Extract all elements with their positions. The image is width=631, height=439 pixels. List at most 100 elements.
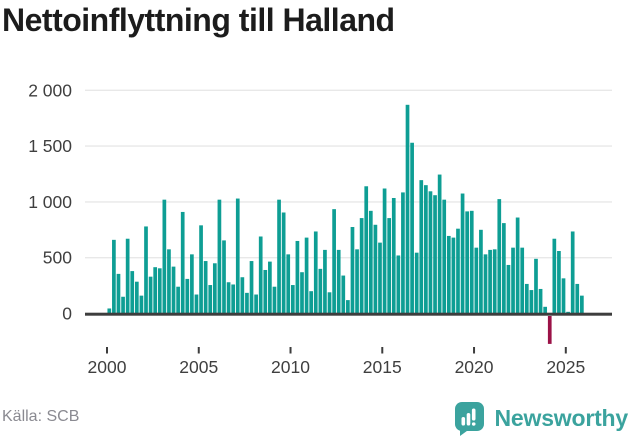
bar-2013-Q4 bbox=[359, 218, 364, 314]
bar-2007-Q2 bbox=[240, 277, 245, 314]
bar-2024-Q2 bbox=[552, 238, 557, 314]
y-tick-label: 1 500 bbox=[28, 136, 72, 156]
bar-2012-Q1 bbox=[327, 292, 332, 314]
bar-2001-Q3 bbox=[134, 281, 139, 314]
bar-2016-Q2 bbox=[405, 104, 410, 314]
bar-2014-Q2 bbox=[368, 210, 373, 314]
bar-2024-Q1 bbox=[547, 316, 552, 344]
bar-2000-Q4 bbox=[121, 296, 125, 314]
bar-2020-Q3 bbox=[483, 254, 488, 314]
y-tick-label: 0 bbox=[62, 304, 72, 324]
bar-2016-Q4 bbox=[414, 252, 419, 314]
bar-2006-Q4 bbox=[231, 284, 236, 314]
bar-2000-Q3 bbox=[116, 273, 121, 314]
bar-2017-Q2 bbox=[424, 185, 428, 314]
bar-2010-Q4 bbox=[304, 237, 309, 314]
bar-2019-Q4 bbox=[469, 210, 474, 314]
bar-2022-Q3 bbox=[520, 247, 525, 314]
bar-2001-Q2 bbox=[130, 271, 135, 314]
bar-2005-Q4 bbox=[212, 263, 217, 314]
bar-2002-Q1 bbox=[144, 226, 148, 314]
bar-2021-Q2 bbox=[497, 199, 502, 314]
bar-2001-Q1 bbox=[125, 238, 130, 314]
bar-2017-Q4 bbox=[433, 195, 437, 314]
bar-2023-Q4 bbox=[543, 306, 548, 314]
bar-2022-Q1 bbox=[511, 247, 515, 314]
chart-title: Nettoinflyttning till Halland bbox=[2, 2, 395, 38]
x-tick-label: 2000 bbox=[88, 357, 127, 377]
x-tick-label: 2025 bbox=[546, 357, 585, 377]
bar-2019-Q1 bbox=[456, 228, 460, 314]
bar-2012-Q2 bbox=[332, 209, 336, 314]
bar-2025-Q4 bbox=[580, 295, 584, 314]
bar-2025-Q2 bbox=[570, 231, 575, 314]
bar-2009-Q2 bbox=[277, 199, 281, 314]
bar-2024-Q3 bbox=[557, 251, 561, 314]
bar-2003-Q3 bbox=[171, 266, 176, 314]
bar-2025-Q1 bbox=[566, 311, 570, 314]
bar-2009-Q4 bbox=[286, 254, 291, 314]
x-tick-label: 2005 bbox=[179, 357, 218, 377]
bar-2020-Q4 bbox=[488, 249, 492, 314]
bar-2016-Q1 bbox=[401, 192, 405, 314]
bar-2015-Q3 bbox=[391, 197, 396, 314]
bar-2004-Q3 bbox=[190, 254, 194, 314]
bar-2008-Q1 bbox=[254, 294, 258, 314]
bar-2018-Q4 bbox=[451, 237, 456, 314]
bar-2006-Q1 bbox=[217, 199, 222, 314]
bar-2004-Q2 bbox=[185, 278, 190, 314]
x-tick-label: 2010 bbox=[271, 357, 310, 377]
bar-2003-Q1 bbox=[162, 199, 167, 314]
newsworthy-logo: Newsworthy bbox=[452, 400, 628, 436]
bar-2006-Q2 bbox=[222, 240, 226, 314]
bar-2011-Q4 bbox=[323, 249, 327, 314]
bar-2007-Q1 bbox=[235, 198, 240, 314]
y-tick-label: 500 bbox=[43, 248, 72, 268]
newsworthy-speech-bubble-bar-chart-icon bbox=[454, 402, 484, 436]
y-tick-label: 2 000 bbox=[28, 80, 72, 100]
bar-2021-Q1 bbox=[492, 249, 497, 314]
bar-2011-Q2 bbox=[313, 231, 318, 314]
bar-2015-Q1 bbox=[382, 188, 387, 314]
bar-2003-Q4 bbox=[176, 286, 180, 314]
y-tick-label: 1 000 bbox=[28, 192, 72, 212]
bar-2014-Q1 bbox=[364, 186, 369, 314]
bar-2021-Q4 bbox=[506, 264, 511, 314]
bar-2008-Q3 bbox=[263, 269, 268, 314]
bar-2013-Q3 bbox=[355, 249, 359, 314]
x-axis-line bbox=[85, 312, 612, 316]
bar-2008-Q4 bbox=[268, 261, 272, 314]
bar-2020-Q2 bbox=[479, 229, 483, 314]
bar-2015-Q2 bbox=[387, 218, 392, 314]
bar-2024-Q4 bbox=[561, 278, 566, 314]
bar-2007-Q3 bbox=[245, 292, 249, 314]
source-caption: Källa: SCB bbox=[2, 408, 80, 425]
bar-2002-Q3 bbox=[153, 267, 158, 314]
bar-2016-Q3 bbox=[410, 142, 414, 314]
bar-2023-Q3 bbox=[538, 288, 543, 314]
bar-2023-Q1 bbox=[529, 290, 534, 314]
bar-2005-Q3 bbox=[208, 285, 213, 314]
bar-2014-Q4 bbox=[378, 242, 382, 314]
bar-2018-Q3 bbox=[446, 235, 451, 314]
bar-2010-Q3 bbox=[300, 272, 304, 314]
bar-2021-Q3 bbox=[502, 223, 506, 314]
bar-2002-Q4 bbox=[157, 268, 162, 314]
bar-2014-Q3 bbox=[373, 224, 378, 314]
bar-2011-Q3 bbox=[318, 268, 323, 314]
bar-2019-Q2 bbox=[460, 193, 465, 314]
bar-2005-Q2 bbox=[203, 261, 208, 314]
x-tick-label: 2020 bbox=[455, 357, 494, 377]
bar-2022-Q4 bbox=[524, 283, 529, 314]
bar-2010-Q2 bbox=[295, 240, 300, 314]
bar-2003-Q2 bbox=[167, 249, 171, 314]
bar-2000-Q2 bbox=[112, 239, 116, 314]
bar-2025-Q3 bbox=[575, 283, 580, 314]
bar-2018-Q2 bbox=[442, 199, 447, 314]
bar-2002-Q2 bbox=[148, 276, 153, 314]
newsworthy-wordmark: Newsworthy bbox=[494, 404, 629, 431]
bar-2007-Q4 bbox=[249, 261, 254, 314]
bar-2004-Q1 bbox=[180, 211, 185, 314]
bar-2018-Q1 bbox=[437, 174, 442, 314]
